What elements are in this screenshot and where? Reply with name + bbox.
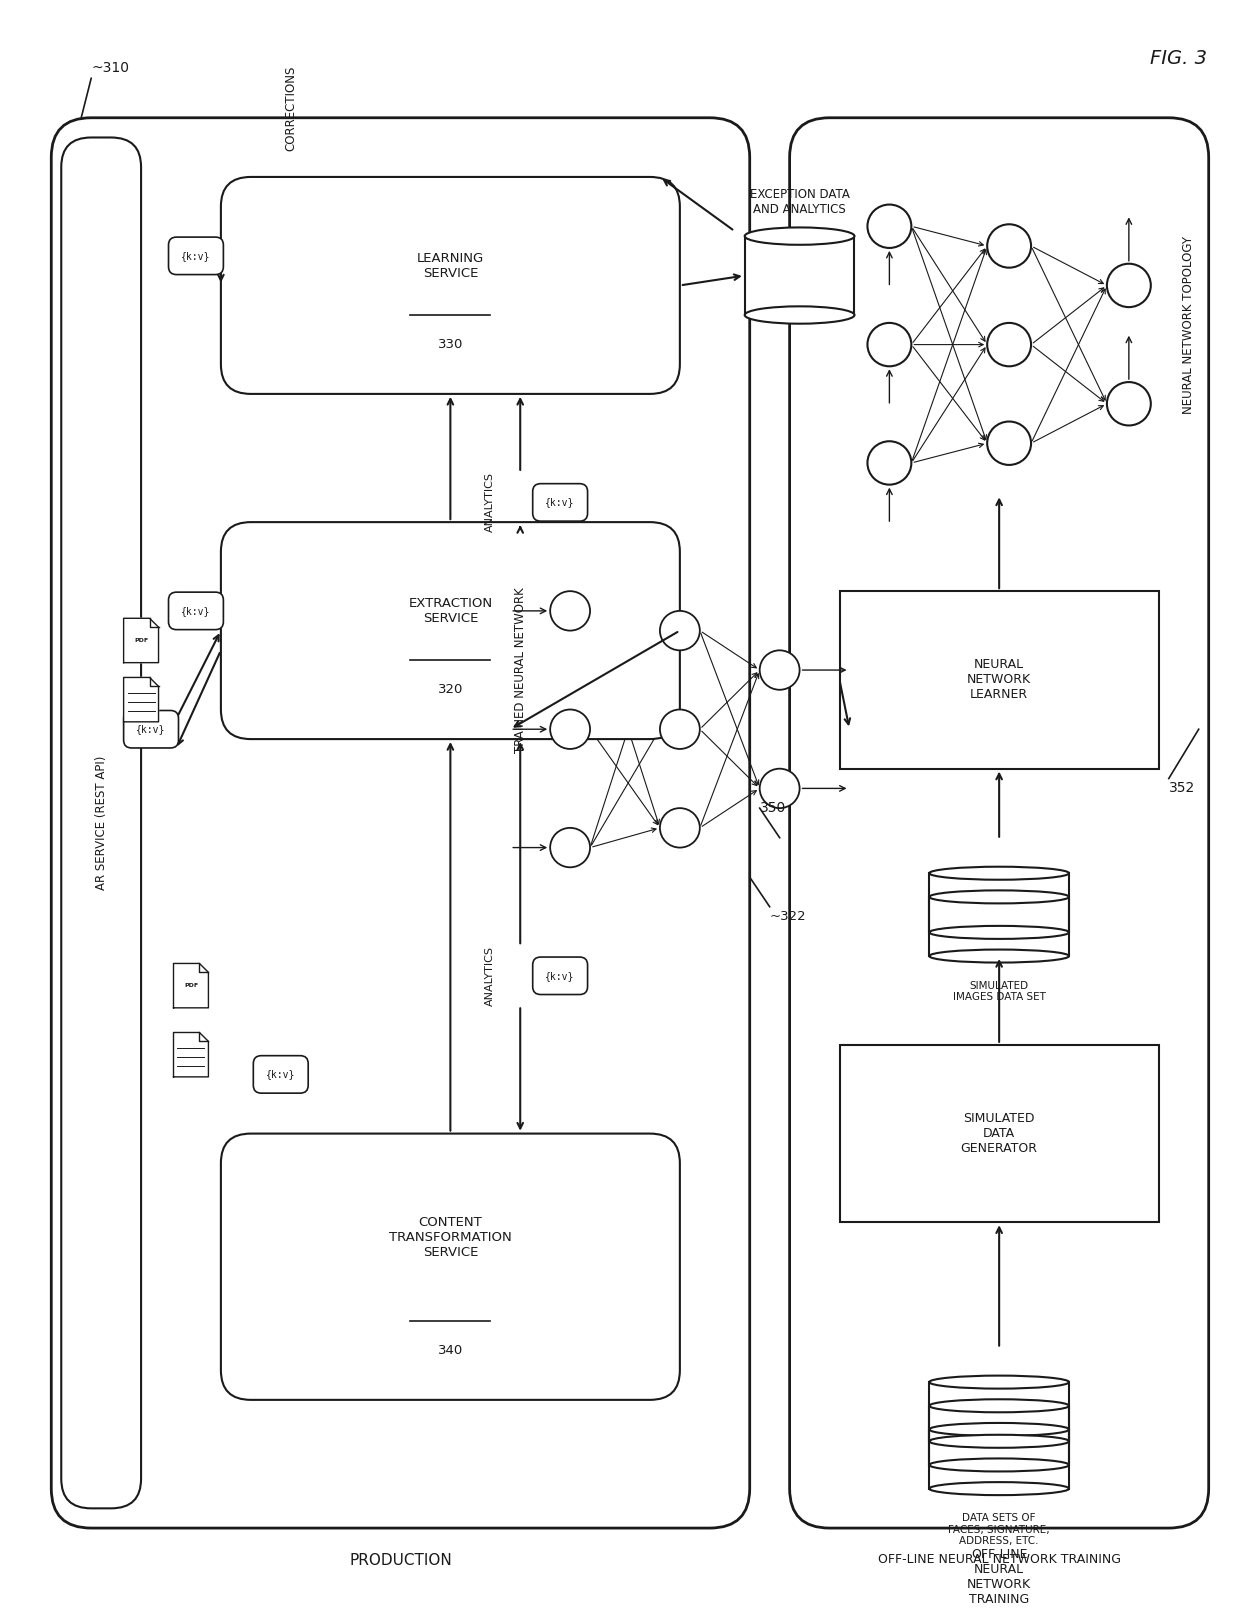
Text: PDF: PDF: [134, 637, 148, 642]
Circle shape: [660, 807, 699, 848]
Polygon shape: [124, 678, 159, 722]
Text: FIG. 3: FIG. 3: [1151, 49, 1208, 68]
Ellipse shape: [929, 1482, 1069, 1495]
Text: TRAINED NEURAL NETWORK: TRAINED NEURAL NETWORK: [513, 587, 527, 752]
Bar: [839, 591, 1159, 769]
Bar: [929, 1429, 1069, 1489]
Polygon shape: [174, 1032, 208, 1078]
Text: EXTRACTION
SERVICE: EXTRACTION SERVICE: [408, 597, 492, 625]
Text: AR SERVICE (REST API): AR SERVICE (REST API): [94, 756, 108, 890]
Bar: [929, 1382, 1069, 1442]
Bar: [839, 1045, 1159, 1222]
Text: OFF-LINE
NEURAL
NETWORK
TRAINING: OFF-LINE NEURAL NETWORK TRAINING: [967, 1548, 1032, 1605]
Circle shape: [760, 769, 800, 807]
Text: {k:v}: {k:v}: [181, 251, 211, 260]
Ellipse shape: [745, 306, 854, 324]
FancyBboxPatch shape: [533, 484, 588, 521]
Circle shape: [987, 422, 1032, 464]
Circle shape: [1107, 382, 1151, 426]
FancyBboxPatch shape: [61, 138, 141, 1508]
Text: 352: 352: [1169, 781, 1195, 796]
Ellipse shape: [929, 867, 1069, 880]
Circle shape: [987, 324, 1032, 366]
FancyBboxPatch shape: [169, 238, 223, 275]
Circle shape: [660, 612, 699, 650]
Text: ~322: ~322: [770, 909, 806, 924]
Text: LEARNING
SERVICE: LEARNING SERVICE: [417, 252, 484, 280]
Text: {k:v}: {k:v}: [546, 497, 575, 508]
Ellipse shape: [745, 228, 854, 244]
Circle shape: [868, 204, 911, 248]
Text: {k:v}: {k:v}: [267, 1069, 295, 1079]
Text: CORRECTIONS: CORRECTIONS: [284, 65, 298, 150]
Circle shape: [551, 591, 590, 631]
Text: {k:v}: {k:v}: [136, 725, 166, 735]
Ellipse shape: [929, 925, 1069, 938]
FancyBboxPatch shape: [124, 710, 179, 748]
Text: {k:v}: {k:v}: [546, 971, 575, 981]
Text: ANALYTICS: ANALYTICS: [485, 947, 495, 1006]
Text: CONTENT
TRANSFORMATION
SERVICE: CONTENT TRANSFORMATION SERVICE: [389, 1215, 512, 1259]
Circle shape: [1107, 264, 1151, 307]
Polygon shape: [124, 618, 159, 663]
Text: NEURAL NETWORK TOPOLOGY: NEURAL NETWORK TOPOLOGY: [1182, 236, 1195, 414]
Text: {k:v}: {k:v}: [181, 605, 211, 616]
Text: ~310: ~310: [92, 61, 129, 76]
Ellipse shape: [929, 1458, 1069, 1471]
FancyBboxPatch shape: [221, 1134, 680, 1400]
Text: 350: 350: [760, 801, 786, 815]
Circle shape: [660, 710, 699, 749]
Circle shape: [868, 324, 911, 366]
FancyBboxPatch shape: [221, 176, 680, 393]
Polygon shape: [174, 963, 208, 1008]
Text: OFF-LINE NEURAL NETWORK TRAINING: OFF-LINE NEURAL NETWORK TRAINING: [878, 1553, 1121, 1566]
Text: DATA SETS OF
FACES, SIGNATURE,
ADDRESS, ETC.: DATA SETS OF FACES, SIGNATURE, ADDRESS, …: [949, 1513, 1050, 1547]
Bar: [745, 236, 854, 316]
Text: SIMULATED
IMAGES DATA SET: SIMULATED IMAGES DATA SET: [952, 981, 1045, 1002]
Ellipse shape: [929, 950, 1069, 963]
Circle shape: [551, 828, 590, 867]
Bar: [929, 896, 1069, 956]
Circle shape: [987, 225, 1032, 267]
Circle shape: [551, 710, 590, 749]
Text: 330: 330: [438, 338, 463, 351]
FancyBboxPatch shape: [221, 523, 680, 739]
Text: SIMULATED
DATA
GENERATOR: SIMULATED DATA GENERATOR: [961, 1112, 1038, 1155]
Text: PDF: PDF: [184, 984, 198, 989]
Ellipse shape: [929, 890, 1069, 903]
Text: PRODUCTION: PRODUCTION: [350, 1553, 451, 1568]
FancyBboxPatch shape: [51, 118, 750, 1527]
Bar: [929, 1406, 1069, 1464]
Text: 320: 320: [438, 683, 463, 696]
Text: NEURAL
NETWORK
LEARNER: NEURAL NETWORK LEARNER: [967, 659, 1032, 702]
Circle shape: [760, 650, 800, 689]
FancyBboxPatch shape: [169, 592, 223, 629]
FancyBboxPatch shape: [533, 958, 588, 995]
FancyBboxPatch shape: [790, 118, 1209, 1527]
FancyBboxPatch shape: [253, 1055, 309, 1094]
Text: ANALYTICS: ANALYTICS: [485, 472, 495, 532]
Text: EXCEPTION DATA
AND ANALYTICS: EXCEPTION DATA AND ANALYTICS: [750, 188, 849, 217]
Bar: [929, 874, 1069, 932]
Ellipse shape: [929, 1435, 1069, 1448]
Ellipse shape: [929, 1375, 1069, 1388]
Ellipse shape: [929, 1422, 1069, 1435]
Ellipse shape: [929, 1400, 1069, 1413]
Text: 340: 340: [438, 1345, 463, 1358]
Circle shape: [868, 442, 911, 485]
